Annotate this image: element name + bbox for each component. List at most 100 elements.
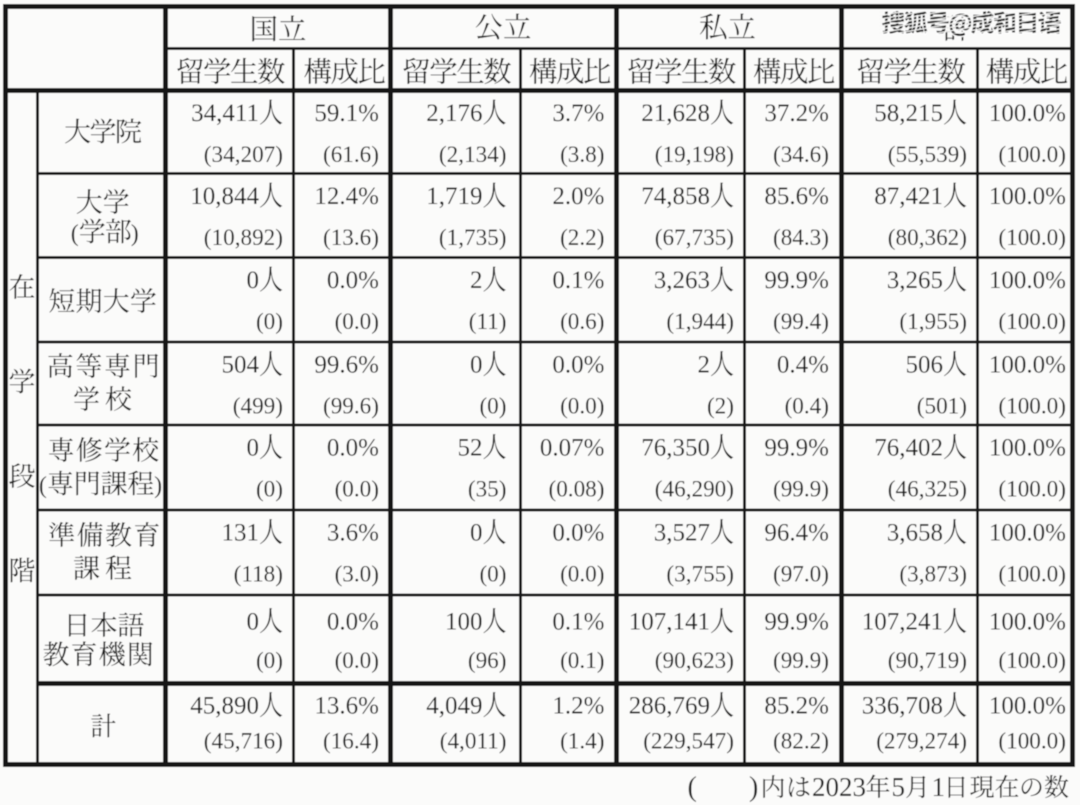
- svg-text:(10,892): (10,892): [204, 225, 283, 251]
- svg-text:(90,623): (90,623): [655, 648, 734, 674]
- svg-text:99.9%: 99.9%: [764, 609, 829, 636]
- svg-text:(100.0): (100.0): [998, 729, 1066, 755]
- svg-text:0: 0: [247, 267, 260, 294]
- svg-text:45,890: 45,890: [190, 693, 259, 720]
- svg-text:0.0%: 0.0%: [552, 520, 604, 547]
- svg-text:85.6%: 85.6%: [764, 183, 829, 210]
- svg-text:(80,362): (80,362): [888, 225, 967, 251]
- svg-text:34,411: 34,411: [191, 100, 259, 127]
- svg-text:(13.6): (13.6): [323, 225, 379, 251]
- svg-text:(229,547): (229,547): [643, 729, 734, 755]
- svg-text:(0): (0): [479, 394, 506, 420]
- svg-text:(499): (499): [233, 394, 283, 420]
- svg-text:100.0%: 100.0%: [989, 267, 1066, 294]
- svg-text:100.0%: 100.0%: [989, 435, 1066, 462]
- svg-text:(0.0): (0.0): [560, 394, 604, 420]
- svg-text:0: 0: [470, 352, 483, 379]
- svg-text:76,402: 76,402: [874, 435, 943, 462]
- svg-text:(90,719): (90,719): [888, 648, 967, 674]
- svg-text:(501): (501): [917, 394, 967, 420]
- svg-text:74,858: 74,858: [641, 183, 710, 210]
- svg-text:2.0%: 2.0%: [552, 183, 604, 210]
- svg-text:(: (: [688, 772, 697, 803]
- svg-text:107,241: 107,241: [862, 609, 943, 636]
- svg-text:(100.0): (100.0): [998, 477, 1066, 503]
- svg-text:0: 0: [470, 520, 483, 547]
- svg-text:131: 131: [222, 520, 260, 547]
- svg-text:107,141: 107,141: [629, 609, 710, 636]
- svg-text:100.0%: 100.0%: [989, 352, 1066, 379]
- svg-text:(100.0): (100.0): [998, 142, 1066, 168]
- svg-text:0: 0: [247, 435, 260, 462]
- svg-text:10,844: 10,844: [190, 183, 259, 210]
- svg-text:(99.4): (99.4): [773, 309, 829, 335]
- svg-text:0: 0: [247, 609, 260, 636]
- svg-text:(35): (35): [468, 477, 507, 503]
- svg-text:3,658: 3,658: [887, 520, 943, 547]
- svg-text:(0): (0): [256, 477, 283, 503]
- svg-text:(279,274): (279,274): [876, 729, 967, 755]
- svg-text:(61.6): (61.6): [323, 142, 379, 168]
- svg-text:96.4%: 96.4%: [764, 520, 829, 547]
- svg-text:(2): (2): [707, 394, 734, 420]
- svg-text:1.2%: 1.2%: [552, 693, 604, 720]
- svg-text:): ): [154, 473, 162, 499]
- svg-text:(99.9): (99.9): [773, 648, 829, 674]
- svg-text:(0.4): (0.4): [785, 394, 829, 420]
- svg-text:76,350: 76,350: [641, 435, 710, 462]
- svg-text:99.6%: 99.6%: [314, 352, 379, 379]
- svg-text:37.2%: 37.2%: [764, 100, 829, 127]
- svg-text:99.9%: 99.9%: [764, 267, 829, 294]
- svg-text:): ): [749, 772, 758, 803]
- svg-text:100.0%: 100.0%: [989, 183, 1066, 210]
- svg-text:(0.08): (0.08): [548, 477, 604, 503]
- svg-text:(: (: [71, 221, 79, 247]
- svg-text:0.1%: 0.1%: [552, 609, 604, 636]
- svg-text:286,769: 286,769: [629, 693, 710, 720]
- svg-text:(3,873): (3,873): [899, 562, 967, 588]
- svg-text:506: 506: [906, 352, 944, 379]
- svg-text:52: 52: [458, 435, 483, 462]
- svg-text:(0.6): (0.6): [560, 309, 604, 335]
- svg-text:3,527: 3,527: [654, 520, 710, 547]
- svg-text:(0.0): (0.0): [335, 648, 379, 674]
- svg-text:(100.0): (100.0): [998, 394, 1066, 420]
- svg-text:2023: 2023: [812, 772, 866, 802]
- svg-text:0.0%: 0.0%: [327, 267, 379, 294]
- svg-text:(84.3): (84.3): [773, 225, 829, 251]
- svg-text:58,215: 58,215: [874, 100, 943, 127]
- svg-text:(46,325): (46,325): [888, 477, 967, 503]
- svg-text:(0): (0): [256, 648, 283, 674]
- svg-text:(100.0): (100.0): [998, 562, 1066, 588]
- svg-text:(11): (11): [469, 309, 507, 335]
- svg-text:2,176: 2,176: [426, 100, 482, 127]
- svg-text:1: 1: [932, 772, 946, 802]
- svg-text:100.0%: 100.0%: [989, 609, 1066, 636]
- svg-text:0.07%: 0.07%: [540, 435, 605, 462]
- svg-text:(1,955): (1,955): [899, 309, 967, 335]
- svg-text:85.2%: 85.2%: [764, 693, 829, 720]
- svg-text:(1,735): (1,735): [439, 225, 507, 251]
- svg-text:(100.0): (100.0): [998, 309, 1066, 335]
- svg-text:0.0%: 0.0%: [327, 609, 379, 636]
- svg-text:336,708: 336,708: [862, 693, 943, 720]
- svg-text:(1.4): (1.4): [560, 729, 604, 755]
- svg-text:(2,134): (2,134): [439, 142, 507, 168]
- svg-text:(46,290): (46,290): [655, 477, 734, 503]
- svg-text:(0.1): (0.1): [560, 648, 604, 674]
- svg-text:3,265: 3,265: [887, 267, 943, 294]
- svg-text:3,263: 3,263: [654, 267, 710, 294]
- svg-text:(45,716): (45,716): [204, 729, 283, 755]
- svg-text:(3.8): (3.8): [560, 142, 604, 168]
- svg-text:(2.2): (2.2): [560, 225, 604, 251]
- svg-text:2: 2: [470, 267, 483, 294]
- svg-text:0.0%: 0.0%: [552, 352, 604, 379]
- svg-text:(99.9): (99.9): [773, 477, 829, 503]
- svg-text:(55,539): (55,539): [888, 142, 967, 168]
- svg-text:100.0%: 100.0%: [989, 520, 1066, 547]
- svg-text:59.1%: 59.1%: [314, 100, 379, 127]
- svg-text:(1,944): (1,944): [666, 309, 734, 335]
- svg-text:3.6%: 3.6%: [327, 520, 379, 547]
- svg-text:(3,755): (3,755): [666, 562, 734, 588]
- svg-text:13.6%: 13.6%: [314, 693, 379, 720]
